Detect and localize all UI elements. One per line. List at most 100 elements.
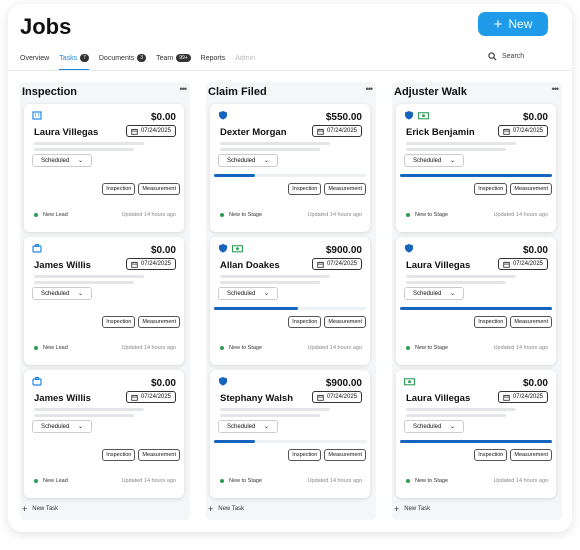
progress-fill [214, 307, 298, 310]
placeholder-line [406, 148, 506, 151]
new-task-label: New Task [32, 506, 59, 512]
task-card[interactable]: $550.00 Dexter Morgan 07/24/2025 Scheduled ⌄… [210, 104, 370, 232]
task-card[interactable]: $0.00 James Willis 07/24/2025 Scheduled ⌄ Ins… [24, 370, 184, 498]
calendar-icon [317, 128, 324, 135]
tab-label: Documents [98, 54, 135, 62]
tab[interactable]: Overview [20, 52, 49, 64]
tab[interactable]: Documents 3 [98, 52, 147, 64]
amount: $0.00 [150, 378, 176, 389]
tag: Inspection [288, 183, 322, 195]
card-icons [218, 376, 228, 386]
tag: Inspection [474, 183, 508, 195]
new-button[interactable]: + New [478, 12, 548, 36]
date-pill: 07/24/2025 [125, 125, 176, 137]
date-pill: 07/24/2025 [497, 391, 548, 403]
status-select[interactable]: Scheduled ⌄ [404, 420, 464, 433]
kanban-column: Inspection ••• $0.00 Laura Villegas 07/24/20… [20, 82, 190, 520]
placeholder-line [34, 148, 134, 151]
status-select[interactable]: Scheduled ⌄ [218, 154, 278, 167]
date-pill: 07/24/2025 [125, 391, 176, 403]
chevron: ⌄ [449, 158, 455, 164]
task-card[interactable]: $900.00 Stephany Walsh 07/24/2025 Scheduled… [210, 370, 370, 498]
tab-label: Admin [235, 54, 256, 62]
tag: Measurement [510, 183, 552, 195]
tag: Measurement [324, 316, 366, 328]
status-select[interactable]: Scheduled ⌄ [404, 154, 464, 167]
tag: Inspection [102, 449, 136, 461]
plus-icon: + [493, 15, 503, 33]
updated-time: Updated 14 hours ago [121, 478, 176, 484]
money-icon [404, 378, 415, 386]
task-card[interactable]: $900.00 Allan Doakes 07/24/2025 Scheduled ⌄ I… [210, 237, 370, 365]
progress-track [400, 440, 552, 443]
tag: Measurement [138, 316, 180, 328]
stage-dot [34, 213, 38, 217]
date-pill: 07/24/2025 [311, 391, 362, 403]
search-placeholder: Search [502, 53, 525, 60]
status-select[interactable]: Scheduled ⌄ [32, 287, 92, 300]
status-label: Scheduled [227, 423, 256, 430]
updated-time: Updated 14 hours ago [493, 212, 548, 218]
tag: Measurement [510, 316, 552, 328]
divider [8, 70, 572, 71]
calendar-icon [131, 394, 138, 401]
new-task-button[interactable]: + New Task [22, 504, 58, 514]
chevron: ⌄ [77, 158, 83, 164]
shield-icon [219, 377, 227, 386]
placeholder-line [220, 408, 330, 411]
tab[interactable]: Tasks 7 [59, 52, 89, 70]
amount: $0.00 [522, 378, 548, 389]
task-card[interactable]: $0.00 Erick Benjamin 07/24/2025 Scheduled ⌄ I… [396, 104, 556, 232]
status-select[interactable]: Scheduled ⌄ [32, 154, 92, 167]
status-select[interactable]: Scheduled ⌄ [218, 287, 278, 300]
column-menu[interactable]: ••• [365, 84, 374, 94]
tab-badge: 3 [137, 54, 147, 62]
tab-label: Overview [20, 54, 50, 62]
stage: New to Stage [406, 212, 448, 218]
search-icon [488, 52, 497, 61]
calendar-icon [503, 394, 510, 401]
card-icons [218, 243, 243, 254]
status-label: Scheduled [413, 423, 442, 430]
column-menu[interactable]: ••• [551, 84, 560, 94]
progress-fill [214, 440, 256, 443]
tab-label: Reports [200, 54, 226, 62]
amount: $0.00 [150, 245, 176, 256]
date: 07/24/2025 [512, 261, 543, 267]
placeholder-line [406, 275, 516, 278]
task-card[interactable]: $0.00 James Willis 07/24/2025 Scheduled ⌄ Ins… [24, 237, 184, 365]
progress-fill [400, 174, 552, 177]
search[interactable]: Search [488, 52, 524, 61]
tag: Measurement [324, 183, 366, 195]
tab[interactable]: Team 99+ [156, 52, 191, 64]
tab[interactable]: Reports [201, 52, 226, 64]
amount: $0.00 [522, 245, 548, 256]
card-icons [32, 110, 42, 120]
placeholder-line [220, 281, 320, 284]
status-select[interactable]: Scheduled ⌄ [404, 287, 464, 300]
new-task-button[interactable]: + New Task [208, 504, 244, 514]
new-task-button[interactable]: + New Task [394, 504, 430, 514]
status-select[interactable]: Scheduled ⌄ [32, 420, 92, 433]
stage-label: New to Stage [229, 478, 263, 484]
stage-label: New to Stage [229, 345, 263, 351]
customer-name: Laura Villegas [406, 393, 471, 404]
task-card[interactable]: $0.00 Laura Villegas 07/24/2025 Scheduled ⌄ I… [396, 237, 556, 365]
progress-track [214, 440, 366, 443]
money-icon [232, 245, 243, 253]
kanban-column: Adjuster Walk ••• $0.00 Erick Benjamin 07/24… [392, 82, 562, 520]
date-pill: 07/24/2025 [311, 125, 362, 137]
chevron: ⌄ [449, 424, 455, 430]
placeholder-line [220, 275, 330, 278]
customer-name: Erick Benjamin [406, 127, 475, 138]
amount: $900.00 [325, 378, 362, 389]
chevron: ⌄ [77, 424, 83, 430]
stage-dot [406, 213, 410, 217]
task-card[interactable]: $0.00 Laura Villegas 07/24/2025 Scheduled ⌄ I… [24, 104, 184, 232]
placeholder-line [34, 408, 144, 411]
column-menu[interactable]: ••• [179, 84, 188, 94]
status-select[interactable]: Scheduled ⌄ [218, 420, 278, 433]
stage: New to Stage [406, 345, 448, 351]
updated-time: Updated 14 hours ago [307, 345, 362, 351]
task-card[interactable]: $0.00 Laura Villegas 07/24/2025 Scheduled ⌄ I… [396, 370, 556, 498]
